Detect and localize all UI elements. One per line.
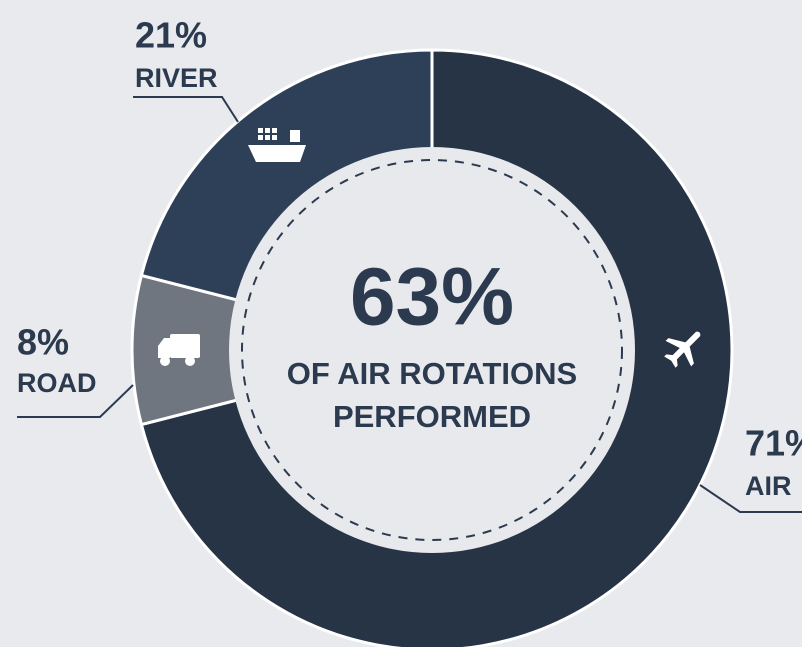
- center-text: PERFORMED: [333, 399, 531, 434]
- ship-icon: [248, 128, 306, 162]
- category-label: AIR: [745, 471, 792, 501]
- value-label: 8%: [17, 322, 69, 363]
- leader-line: [133, 96, 239, 123]
- plane-icon: [664, 331, 701, 368]
- category-label: ROAD: [17, 368, 97, 398]
- value-label: 71%: [745, 423, 802, 464]
- inner-circle: [229, 147, 635, 553]
- value-label: 21%: [135, 15, 207, 56]
- truck-icon: [158, 334, 200, 366]
- leader-line: [17, 384, 134, 418]
- center-value: 63%: [350, 252, 514, 343]
- center-text: OF AIR ROTATIONS: [287, 356, 577, 391]
- category-label: RIVER: [135, 63, 218, 93]
- leader-line: [699, 484, 802, 513]
- dashed-ring: [241, 159, 623, 541]
- segments: [130, 48, 734, 647]
